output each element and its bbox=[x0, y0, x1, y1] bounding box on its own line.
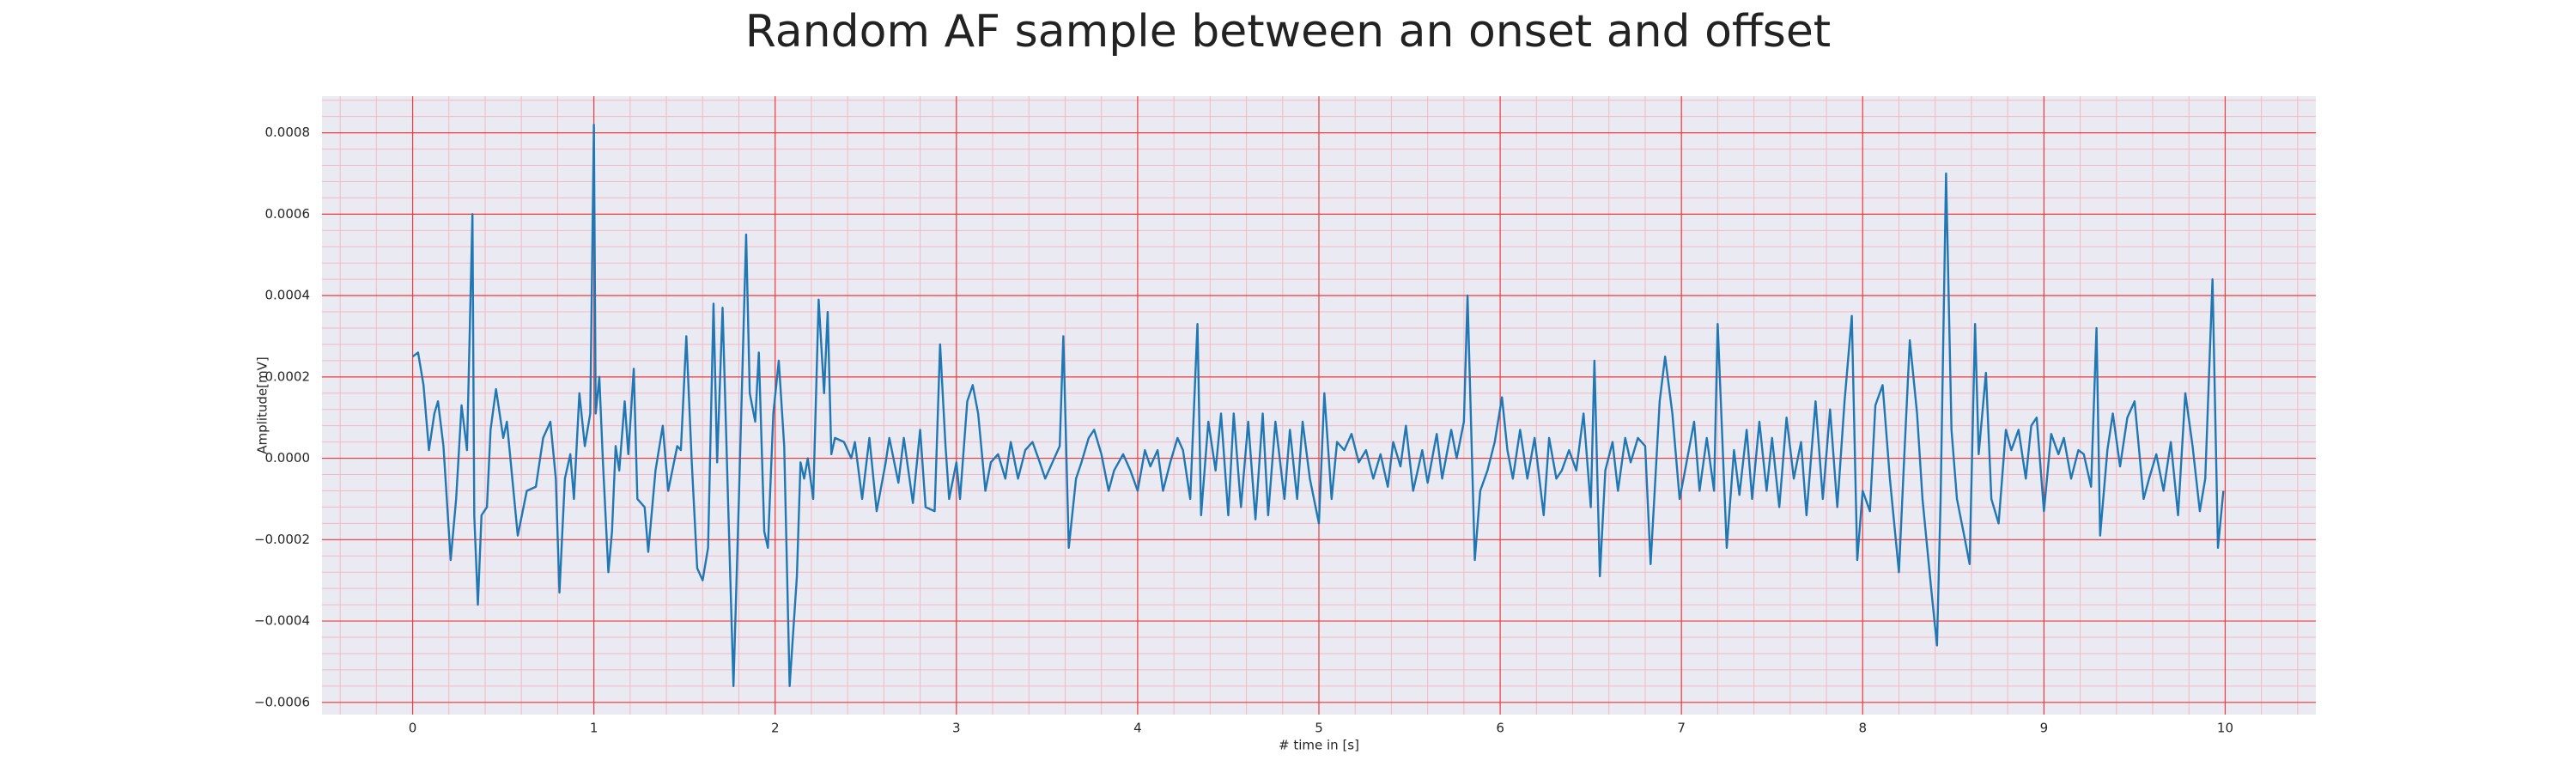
y-axis-label: Amplitude[mV] bbox=[255, 356, 270, 453]
y-tick-label: −0.0002 bbox=[254, 532, 310, 547]
x-axis-label: # time in [s] bbox=[1279, 738, 1359, 753]
y-tick-label: −0.0006 bbox=[254, 694, 310, 709]
y-tick-label: 0.0006 bbox=[265, 206, 311, 222]
y-tick-label: 0.0004 bbox=[265, 288, 311, 303]
x-tick-label: 1 bbox=[590, 721, 598, 736]
chart-title: Random AF sample between an onset and of… bbox=[745, 6, 1831, 58]
x-tick-label: 10 bbox=[2217, 721, 2233, 736]
x-tick-label: 0 bbox=[409, 721, 417, 736]
x-tick-label: 7 bbox=[1677, 721, 1686, 736]
y-tick-label: 0.0002 bbox=[265, 368, 311, 384]
x-tick-label: 4 bbox=[1133, 721, 1142, 736]
x-tick-label: 8 bbox=[1858, 721, 1867, 736]
y-tick-label: 0.0008 bbox=[265, 125, 311, 140]
x-tick-label: 3 bbox=[952, 721, 961, 736]
y-tick-label: 0.0000 bbox=[265, 450, 311, 466]
x-tick-label: 5 bbox=[1315, 721, 1323, 736]
x-tick-label: 9 bbox=[2040, 721, 2049, 736]
x-tick-label: 6 bbox=[1496, 721, 1504, 736]
x-tick-label: 2 bbox=[771, 721, 780, 736]
signal-line bbox=[411, 123, 2225, 688]
y-tick-label: −0.0004 bbox=[254, 613, 310, 629]
